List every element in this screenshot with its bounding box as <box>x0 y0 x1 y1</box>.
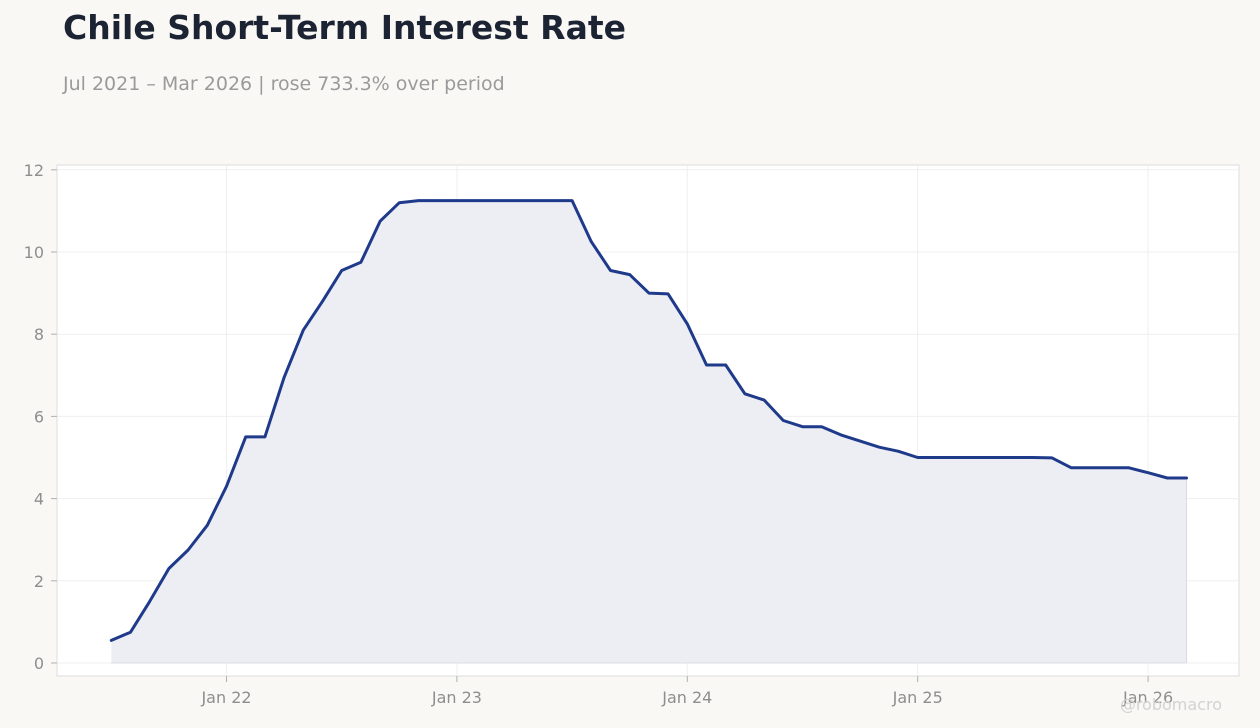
y-tick-label: 4 <box>34 490 44 509</box>
watermark: @robomacro <box>1120 695 1222 714</box>
x-tick-label: Jan 23 <box>431 688 482 707</box>
x-tick-label: Jan 26 <box>1122 688 1173 707</box>
x-tick-label: Jan 22 <box>200 688 251 707</box>
y-axis: 0 2 4 6 8 10 12 <box>24 161 57 673</box>
x-tick-label: Jan 25 <box>892 688 943 707</box>
series-line <box>109 199 1188 642</box>
y-tick-label: 0 <box>34 654 44 673</box>
y-tick-label: 8 <box>34 325 44 344</box>
y-tick-label: 6 <box>34 407 44 426</box>
area-fill <box>111 200 1187 663</box>
x-axis: Jan 22 Jan 23 Jan 24 Jan 25 Jan 26 <box>200 676 1173 707</box>
y-tick-label: 12 <box>24 161 44 180</box>
chart-title: Chile Short-Term Interest Rate <box>63 8 627 47</box>
x-tick-label: Jan 24 <box>661 688 712 707</box>
chart-subtitle: Jul 2021 – Mar 2026 | rose 733.3% over p… <box>63 73 505 95</box>
y-tick-label: 2 <box>34 572 44 591</box>
y-tick-label: 10 <box>24 243 44 262</box>
